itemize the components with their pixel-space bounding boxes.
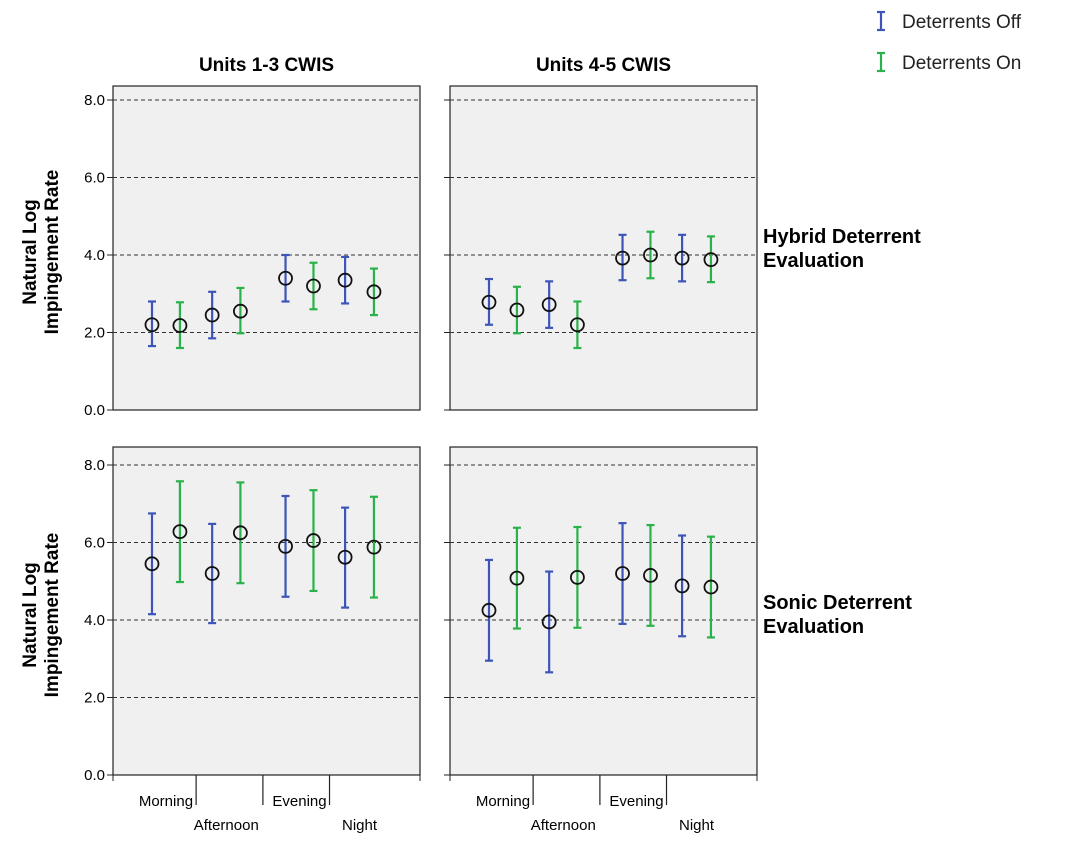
data-point — [674, 578, 690, 594]
column-title: Units 1-3 CWIS — [199, 55, 334, 76]
data-point — [204, 566, 220, 581]
data-point — [366, 539, 382, 555]
x-category-label: Morning — [476, 793, 530, 810]
data-point — [233, 303, 248, 319]
y-tick-label: 8.0 — [84, 92, 105, 109]
data-point — [481, 294, 497, 310]
x-category-label: Evening — [272, 793, 326, 810]
row-label: Evaluation — [763, 250, 864, 272]
data-point — [509, 570, 525, 586]
data-point — [481, 602, 497, 618]
data-point — [278, 538, 293, 554]
x-category-label: Night — [679, 817, 715, 834]
data-point — [643, 568, 658, 583]
data-point — [570, 569, 585, 585]
y-tick-label: 2.0 — [84, 325, 105, 342]
data-point — [144, 317, 160, 333]
data-point — [541, 614, 557, 630]
y-axis-label: Impingement Rate — [42, 533, 63, 698]
y-axis-label: Impingement Rate — [42, 170, 63, 335]
x-category-label: Afternoon — [194, 817, 259, 834]
row-label: Sonic Deterrent — [763, 592, 912, 614]
x-category-label: Morning — [139, 793, 193, 810]
data-point — [703, 252, 719, 268]
y-tick-label: 0.0 — [84, 402, 105, 419]
data-point — [615, 566, 630, 581]
data-point — [204, 307, 220, 323]
y-tick-label: 8.0 — [84, 457, 105, 474]
y-tick-label: 4.0 — [84, 247, 105, 264]
data-point — [509, 302, 525, 318]
data-point — [703, 579, 719, 595]
y-tick-label: 4.0 — [84, 612, 105, 629]
data-point — [337, 272, 353, 288]
data-point — [366, 284, 382, 300]
row-label: Hybrid Deterrent — [763, 226, 921, 248]
data-point — [674, 250, 690, 266]
legend-label: Deterrents On — [902, 53, 1021, 74]
panel-1-2 — [449, 85, 758, 411]
column-title: Units 4-5 CWIS — [536, 55, 671, 76]
data-point — [278, 270, 293, 286]
y-tick-label: 2.0 — [84, 690, 105, 707]
y-axis-label: Natural Log — [20, 199, 41, 305]
y-axis-label: Natural Log — [20, 562, 41, 668]
data-point — [144, 556, 160, 572]
y-tick-label: 6.0 — [84, 170, 105, 187]
data-point — [233, 525, 248, 541]
row-label: Evaluation — [763, 616, 864, 638]
x-category-label: Night — [342, 817, 378, 834]
data-point — [541, 297, 557, 313]
data-point — [337, 549, 353, 565]
panel-2-2 — [449, 446, 758, 776]
panel-1-1 — [112, 85, 421, 411]
legend-label: Deterrents Off — [902, 12, 1022, 33]
data-point — [615, 250, 630, 266]
panel-2-1 — [112, 446, 421, 776]
data-point — [306, 278, 321, 294]
data-point — [643, 247, 658, 263]
y-tick-label: 6.0 — [84, 535, 105, 552]
data-point — [172, 318, 188, 333]
data-point — [306, 533, 321, 548]
data-point — [570, 317, 585, 333]
x-category-label: Afternoon — [531, 817, 596, 834]
x-category-label: Evening — [609, 793, 663, 810]
y-tick-label: 0.0 — [84, 767, 105, 784]
data-point — [172, 524, 188, 540]
